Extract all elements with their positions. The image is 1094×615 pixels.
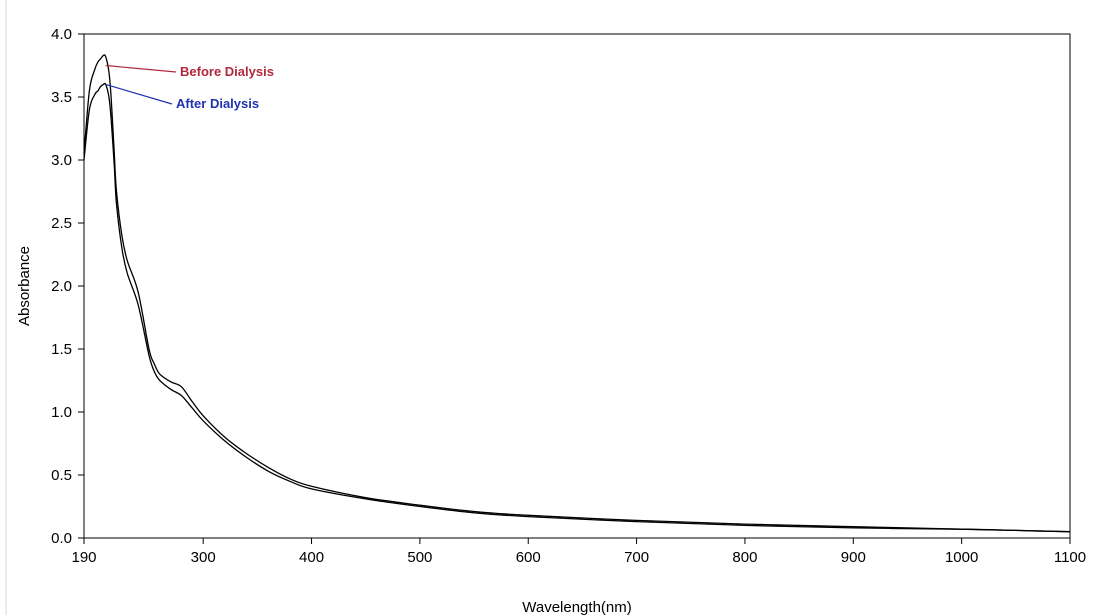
- series-line-before-dialysis: [83, 54, 1071, 533]
- x-tick-label: 300: [191, 549, 216, 566]
- y-tick-label: 2.0: [51, 278, 72, 295]
- y-tick-label: 0.5: [51, 467, 72, 484]
- annotation-label: Before Dialysis: [180, 64, 274, 79]
- x-axis-title: Wavelength(nm): [522, 599, 631, 615]
- y-axis-ticks: 0.0 0.5 1.0 1.5 2.0 2.5 3.0 3.5 4.0: [51, 26, 84, 547]
- annotation-leader-line: [105, 64, 177, 73]
- plot-frame: [83, 33, 1071, 539]
- y-tick-label: 3.5: [51, 89, 72, 106]
- annotation-label: After Dialysis: [176, 96, 259, 111]
- y-tick-label: 4.0: [51, 26, 72, 43]
- y-tick-label: 1.0: [51, 404, 72, 421]
- x-axis-ticks: 190 300 400 500 600 700 800 900 1000 1100: [71, 538, 1086, 566]
- annotation-leader-line: [105, 83, 173, 105]
- x-tick-label: 1000: [945, 549, 978, 566]
- annotation-layer: Before Dialysis After Dialysis: [105, 64, 274, 111]
- x-tick-label: 900: [841, 549, 866, 566]
- y-tick-label: 2.5: [51, 215, 72, 232]
- y-tick-label: 0.0: [51, 530, 72, 547]
- x-tick-label: 500: [407, 549, 432, 566]
- x-tick-label: 1100: [1054, 549, 1086, 566]
- x-tick-label: 190: [71, 549, 96, 566]
- x-tick-label: 800: [732, 549, 757, 566]
- y-tick-label: 1.5: [51, 341, 72, 358]
- x-tick-label: 600: [516, 549, 541, 566]
- y-axis-title: Absorbance: [16, 246, 33, 326]
- x-tick-label: 700: [624, 549, 649, 566]
- x-tick-label: 400: [299, 549, 324, 566]
- y-tick-label: 3.0: [51, 152, 72, 169]
